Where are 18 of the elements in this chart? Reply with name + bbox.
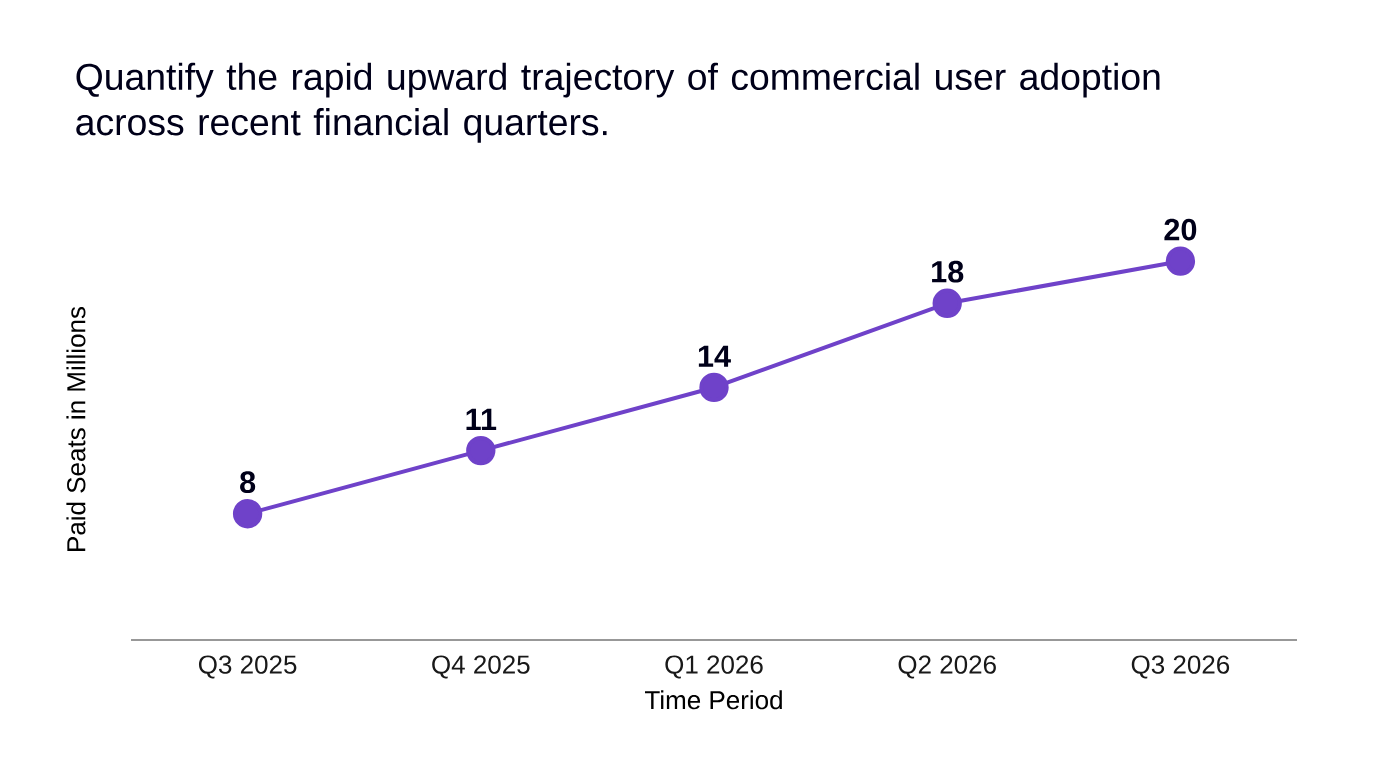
point bbox=[1165, 246, 1196, 276]
data-label: 20 bbox=[1164, 218, 1197, 241]
point bbox=[932, 288, 962, 318]
x-tick-label: Q3 2026 bbox=[1131, 655, 1230, 679]
x-tick-label: Q3 2025 bbox=[198, 655, 297, 679]
chart-title: Quantify the rapid upward trajectory of commercial user adoption across recent financial quarters. bbox=[76, 62, 1160, 143]
data-label: 11 bbox=[466, 408, 497, 430]
point bbox=[466, 435, 496, 466]
data-label: 8 bbox=[240, 471, 256, 494]
x-tick-label: Q4 2025 bbox=[432, 655, 530, 679]
data-label: 14 bbox=[698, 345, 731, 367]
y-axis-title: Paid Seats in Millions bbox=[66, 306, 86, 551]
data-label: 18 bbox=[932, 260, 964, 283]
x-tick-label: Q2 2026 bbox=[898, 655, 996, 679]
x-axis-title: Time Period bbox=[645, 690, 782, 710]
point bbox=[232, 499, 263, 529]
x-tick-label: Q1 2026 bbox=[665, 655, 763, 679]
point bbox=[699, 372, 729, 403]
